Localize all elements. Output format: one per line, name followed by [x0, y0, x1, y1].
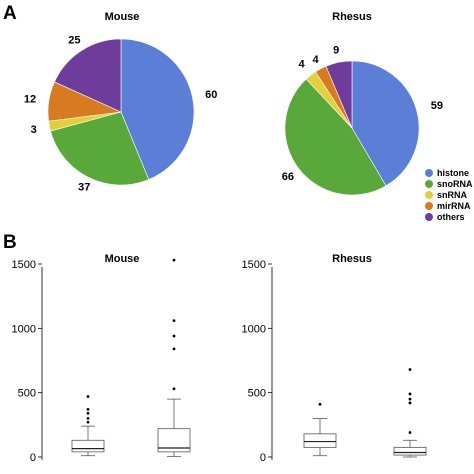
box-outlier-point	[408, 431, 412, 434]
box-outlier-point	[408, 392, 412, 396]
legend-swatch-mirRNA	[425, 202, 433, 210]
legend-label-others: others	[437, 212, 465, 222]
legend-swatch-snoRNA	[425, 180, 433, 188]
panel-letter-a: A	[3, 3, 17, 24]
legend-swatch-histone	[425, 169, 433, 177]
y-tick-label: 500	[18, 388, 36, 400]
pie-slice-others	[325, 60, 353, 129]
box-outlier-point	[172, 334, 176, 338]
pie-slice-label: 9	[333, 45, 339, 57]
pie-slice-label: 3	[31, 124, 37, 136]
box-outlier-point	[172, 258, 176, 262]
pie-slice-label: 37	[78, 181, 90, 193]
pie-chart-rhesus: 59 66 4 4 9	[282, 45, 443, 196]
box-outlier-point	[408, 397, 412, 401]
y-tick-label: 1500	[12, 259, 36, 271]
pie-slice-label: 59	[431, 100, 443, 112]
panel-letter-b: B	[3, 232, 17, 253]
pie-slice-label: 4	[298, 58, 305, 70]
pie-mouse-title: Mouse	[105, 11, 140, 23]
y-tick-label: 500	[248, 388, 266, 400]
y-tick-label: 0	[30, 452, 36, 464]
pie-slice-histone	[351, 60, 420, 187]
pie-slice-label: 60	[205, 89, 217, 101]
y-tick-label: 1000	[12, 323, 36, 335]
box-outlier-point	[86, 411, 90, 415]
box-outlier-point	[86, 417, 90, 420]
box-outlier-point	[318, 402, 322, 406]
box-iqr	[71, 439, 105, 453]
pie-slice-label: 12	[24, 93, 36, 105]
box-outlier-point	[172, 387, 176, 391]
pie-slice-label: 4	[312, 54, 319, 66]
box-outlier-point	[172, 347, 176, 351]
box-iqr	[303, 433, 337, 448]
pie-slice-label: 66	[282, 171, 294, 183]
box-mouse-title: Mouse	[105, 253, 140, 265]
box-plot-rhesus: 0 500 1000 1500	[242, 259, 427, 464]
legend-label-histone: histone	[437, 168, 469, 178]
box-iqr	[393, 446, 427, 456]
pie-slice-label: 25	[68, 35, 80, 47]
y-tick-label: 0	[260, 452, 266, 464]
legend-label-snoRNA: snoRNA	[437, 179, 473, 189]
box-outlier-point	[86, 420, 90, 424]
legend-label-snRNA: snRNA	[437, 190, 468, 200]
pie-chart-mouse: 60 37 3 12 25	[24, 35, 218, 194]
box-outlier-point	[86, 407, 90, 411]
pie-slice-others	[54, 38, 122, 113]
box-rhesus-title: Rhesus	[332, 253, 372, 265]
box-outlier-point	[408, 368, 412, 371]
box-iqr	[157, 428, 191, 453]
box-outlier-point	[408, 401, 412, 405]
pie-slice-snoRNA	[284, 78, 387, 196]
legend-label-mirRNA: mirRNA	[437, 201, 471, 211]
pie-slice-snoRNA	[50, 111, 150, 186]
box-outlier-point	[172, 319, 176, 323]
y-tick-label: 1500	[242, 259, 266, 271]
legend-swatch-others	[425, 213, 433, 221]
pie-slice-histone	[120, 38, 195, 180]
pie-rhesus-title: Rhesus	[332, 11, 372, 23]
box-outlier-point	[86, 395, 90, 398]
y-tick-label: 1000	[242, 323, 266, 335]
box-plot-mouse: 0 500 1000 1500	[12, 258, 191, 464]
legend-swatch-snRNA	[425, 191, 433, 199]
